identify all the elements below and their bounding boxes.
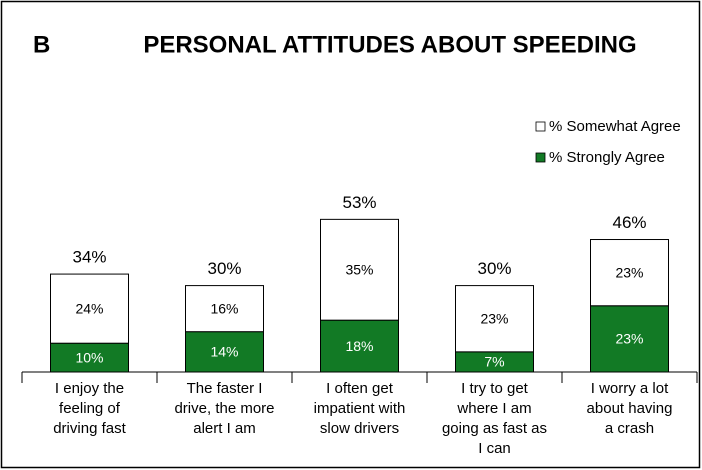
x-tick-line: impatient with	[314, 400, 406, 417]
legend-label: % Somewhat Agree	[549, 118, 681, 135]
value-label: 35%	[345, 261, 373, 277]
bar-segment	[320, 319, 399, 373]
x-tick-line: I try to get	[461, 380, 529, 397]
x-tick-line: alert I am	[193, 420, 256, 437]
x-tick-line: I often get	[326, 380, 394, 397]
bar-segment	[50, 342, 129, 373]
x-tick-line: feeling of	[59, 400, 121, 417]
value-label: 23%	[615, 264, 643, 280]
value-label: 10%	[75, 349, 103, 365]
x-tick-line: I worry a lot	[591, 380, 669, 397]
x-tick-label: I try to get where I am going as fast as I …	[442, 380, 547, 457]
bar-segment	[185, 285, 264, 333]
total-label: 30%	[477, 259, 511, 278]
x-tick-line: slow drivers	[320, 420, 399, 437]
total-label: 53%	[342, 193, 376, 212]
bar-segment	[185, 331, 264, 373]
value-label: 16%	[210, 300, 238, 316]
total-label: 34%	[72, 248, 106, 267]
legend-swatch	[535, 152, 546, 163]
value-label: 23%	[480, 310, 508, 326]
x-tick-label: The faster I drive, the more alert I am	[174, 380, 274, 437]
total-label: 46%	[612, 213, 646, 232]
x-tick-line: where I am	[456, 400, 531, 417]
chart-title: PERSONAL ATTITUDES ABOUT SPEEDING	[143, 31, 636, 58]
x-tick-line: driving fast	[53, 420, 126, 437]
total-label: 30%	[207, 259, 241, 278]
legend-label: % Strongly Agree	[549, 149, 665, 166]
x-tick-line: I can	[478, 440, 511, 457]
x-tick-label: I enjoy the feeling of driving fast	[53, 380, 126, 437]
value-label: 18%	[345, 338, 373, 354]
legend-swatch	[535, 121, 546, 132]
value-label: 7%	[484, 354, 504, 370]
panel-label: B	[33, 31, 50, 58]
x-tick-label: I often get impatient with slow drivers	[314, 380, 406, 437]
bar-segment	[320, 218, 399, 321]
x-tick-line: I enjoy the	[55, 380, 124, 397]
x-tick-line: a crash	[605, 420, 654, 437]
x-tick-line: going as fast as	[442, 420, 547, 437]
bar-segment	[590, 239, 669, 307]
x-tick-label: I worry a lot about having a crash	[587, 380, 673, 437]
value-label: 14%	[210, 344, 238, 360]
value-label: 23%	[615, 331, 643, 347]
x-tick-line: The faster I	[187, 380, 263, 397]
value-label: 24%	[75, 300, 103, 316]
bar-segment	[455, 285, 534, 353]
bar-segment	[50, 273, 129, 344]
x-tick-line: drive, the more	[174, 400, 274, 417]
x-tick-line: about having	[587, 400, 673, 417]
